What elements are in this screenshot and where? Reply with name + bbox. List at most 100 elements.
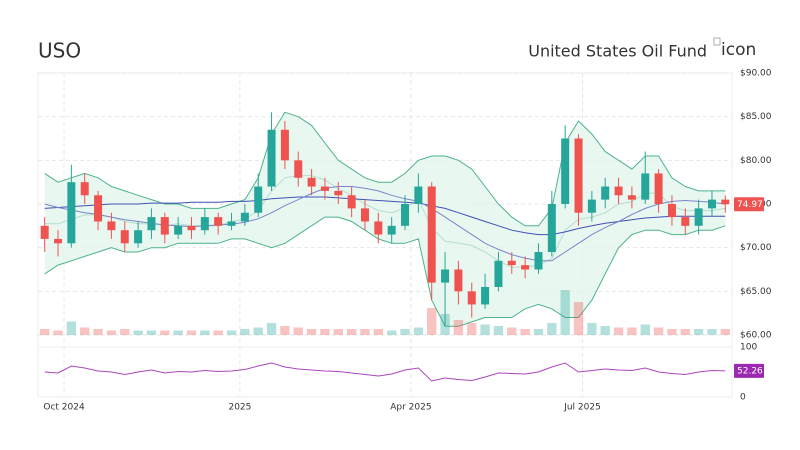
candle-body <box>254 186 263 213</box>
volume-bar <box>173 330 183 335</box>
bollinger-middle <box>44 175 726 268</box>
volume-bar <box>280 326 290 335</box>
candle-body <box>67 182 76 244</box>
volume-bar <box>387 330 397 335</box>
candle-body <box>587 199 596 213</box>
candle-body <box>120 230 129 244</box>
candle-body <box>681 217 690 226</box>
y-tick-label: $65.00 <box>740 287 772 297</box>
volume-bar <box>106 330 117 335</box>
candle-body <box>107 221 116 231</box>
candle-body <box>134 230 143 244</box>
volume-bar <box>80 327 90 335</box>
volume-bar <box>520 329 530 335</box>
rsi-tick-label: 0 <box>740 393 746 403</box>
volume-bar <box>453 320 464 335</box>
volume-bar <box>146 330 157 335</box>
volume-bar <box>93 329 103 335</box>
candle-body <box>387 225 396 235</box>
rsi-tag <box>734 363 764 378</box>
candle-body <box>374 221 383 235</box>
candle-body <box>614 186 623 196</box>
candle-body <box>160 217 169 235</box>
y-tick-label: $70.00 <box>740 243 772 253</box>
ticker: USO <box>38 39 81 63</box>
volume-bar <box>667 329 677 335</box>
moving-average <box>44 196 726 236</box>
candle-body <box>307 177 316 187</box>
volume-bar <box>573 302 584 335</box>
volume-bar <box>587 323 597 335</box>
candle-body <box>507 260 516 266</box>
candle-body <box>347 195 356 209</box>
volume-bar <box>653 327 664 335</box>
candle-body <box>467 291 476 305</box>
candle-body <box>94 195 103 222</box>
volume-bar <box>213 330 223 335</box>
candle-body <box>294 160 303 178</box>
rsi-line <box>44 362 726 382</box>
candle-body <box>240 212 249 222</box>
fund-name: United States Oil Fund <box>528 42 707 61</box>
y-tick-label: $85.00 <box>740 112 772 122</box>
candle-body <box>454 269 463 292</box>
volume-bar <box>707 329 717 335</box>
candle-body <box>427 186 436 283</box>
candle-body <box>601 186 610 200</box>
bollinger-lower <box>44 216 726 327</box>
volume-bar <box>373 329 383 335</box>
volume-bar <box>493 326 504 335</box>
volume-bar <box>293 327 303 335</box>
candle-body <box>441 269 450 283</box>
candle-body <box>547 204 556 253</box>
candle-body <box>534 252 543 270</box>
candle-body <box>54 238 63 244</box>
candle-body <box>707 199 716 209</box>
candle-body <box>627 195 636 200</box>
candle-body <box>401 204 410 226</box>
candle-body <box>334 190 343 196</box>
volume-bar <box>200 330 210 335</box>
volume-bar <box>66 321 77 335</box>
bollinger-fill <box>44 112 726 327</box>
bollinger-upper <box>44 111 726 227</box>
volume-bar <box>133 330 143 335</box>
candle-body <box>80 182 89 196</box>
volume-bar <box>306 329 317 335</box>
volume-bar <box>226 330 237 335</box>
volume-bar <box>693 329 704 335</box>
y-tick-label: $60.00 <box>740 331 772 341</box>
candle-body <box>267 129 276 187</box>
volume-bar <box>320 329 330 335</box>
volume-bar <box>560 290 570 335</box>
volume-bar <box>533 329 544 335</box>
y-tick-label: $80.00 <box>740 156 772 166</box>
x-tick-label: Apr 2025 <box>390 403 431 413</box>
volume-bar <box>640 324 650 335</box>
candle-body <box>320 186 329 191</box>
volume-bar <box>627 327 637 335</box>
volume-bar <box>53 330 63 335</box>
volume-bar <box>507 327 517 335</box>
moving-average <box>44 186 726 262</box>
volume-bar <box>266 323 277 335</box>
candle-body <box>40 225 49 239</box>
volume-bar <box>547 323 557 335</box>
last-price-label: 74.97 <box>737 200 763 210</box>
icon-alt: icon <box>721 40 756 60</box>
volume-bar <box>360 329 370 335</box>
volume-bar <box>120 329 130 335</box>
candle-body <box>414 186 423 204</box>
candle-body <box>200 217 209 231</box>
candle-body <box>561 138 570 204</box>
candle-body <box>360 208 369 222</box>
volume-bar <box>413 327 424 335</box>
candle-body <box>654 173 663 204</box>
volume-bar <box>240 329 250 335</box>
candle-body <box>574 138 583 213</box>
candle-body <box>667 204 676 218</box>
volume-bar <box>400 329 410 335</box>
x-tick-label: Jul 2025 <box>563 403 601 413</box>
candle-body <box>494 260 503 287</box>
